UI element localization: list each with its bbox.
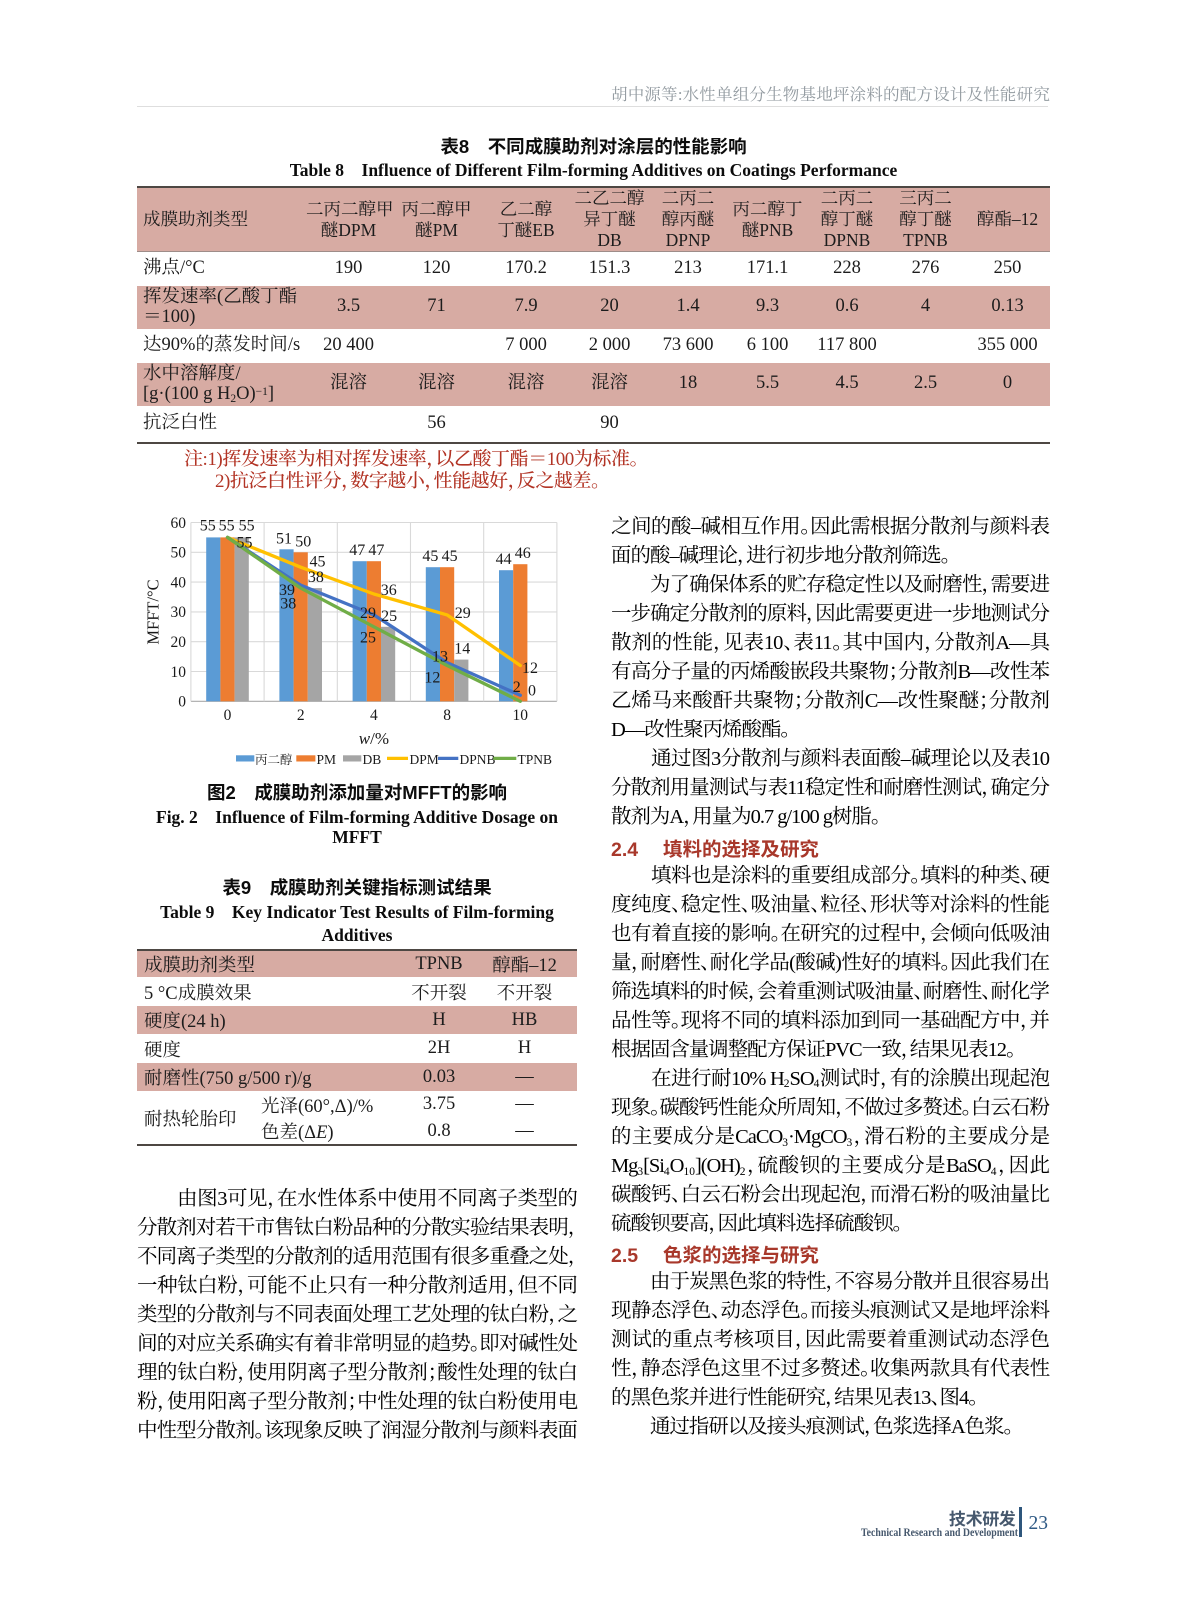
svg-text:2: 2 bbox=[513, 679, 521, 696]
svg-text:0: 0 bbox=[528, 683, 536, 700]
svg-text:25: 25 bbox=[381, 608, 397, 625]
svg-text:47: 47 bbox=[349, 542, 365, 559]
svg-text:29: 29 bbox=[360, 605, 376, 622]
svg-text:MFFT/°C: MFFT/°C bbox=[144, 579, 163, 644]
svg-text:30: 30 bbox=[171, 604, 187, 621]
svg-text:w/%: w/% bbox=[359, 729, 389, 748]
svg-text:46: 46 bbox=[515, 545, 531, 562]
svg-text:4: 4 bbox=[370, 707, 378, 724]
svg-text:12: 12 bbox=[424, 669, 440, 686]
svg-text:45: 45 bbox=[310, 554, 326, 571]
svg-text:51: 51 bbox=[276, 530, 292, 547]
svg-text:TPNB: TPNB bbox=[518, 752, 553, 767]
svg-text:0: 0 bbox=[178, 694, 186, 711]
svg-text:47: 47 bbox=[368, 542, 384, 559]
svg-text:45: 45 bbox=[442, 548, 458, 565]
svg-text:29: 29 bbox=[455, 605, 471, 622]
svg-text:39: 39 bbox=[279, 582, 295, 599]
svg-text:DB: DB bbox=[363, 752, 382, 767]
svg-text:60: 60 bbox=[171, 515, 187, 532]
svg-text:55: 55 bbox=[237, 535, 253, 552]
svg-text:36: 36 bbox=[381, 582, 397, 599]
svg-text:38: 38 bbox=[280, 596, 296, 613]
svg-text:10: 10 bbox=[513, 707, 529, 724]
svg-text:10: 10 bbox=[171, 664, 187, 681]
svg-text:8: 8 bbox=[443, 707, 451, 724]
svg-text:38: 38 bbox=[308, 569, 324, 586]
svg-text:14: 14 bbox=[454, 641, 470, 658]
svg-text:0: 0 bbox=[224, 707, 232, 724]
svg-text:13: 13 bbox=[432, 649, 448, 666]
svg-text:PM: PM bbox=[317, 752, 337, 767]
svg-text:55: 55 bbox=[200, 518, 216, 535]
svg-text:25: 25 bbox=[360, 630, 376, 647]
svg-text:45: 45 bbox=[422, 548, 438, 565]
svg-text:55: 55 bbox=[239, 518, 255, 535]
svg-text:20: 20 bbox=[171, 634, 187, 651]
svg-text:50: 50 bbox=[295, 533, 311, 550]
svg-text:55: 55 bbox=[219, 518, 235, 535]
svg-text:DPNB: DPNB bbox=[460, 752, 496, 767]
svg-text:DPM: DPM bbox=[410, 752, 439, 767]
svg-text:40: 40 bbox=[171, 574, 187, 591]
svg-text:丙二醇: 丙二醇 bbox=[255, 753, 293, 767]
svg-text:50: 50 bbox=[171, 545, 187, 562]
svg-text:2: 2 bbox=[297, 707, 305, 724]
svg-text:44: 44 bbox=[496, 551, 512, 568]
svg-text:12: 12 bbox=[522, 660, 538, 677]
